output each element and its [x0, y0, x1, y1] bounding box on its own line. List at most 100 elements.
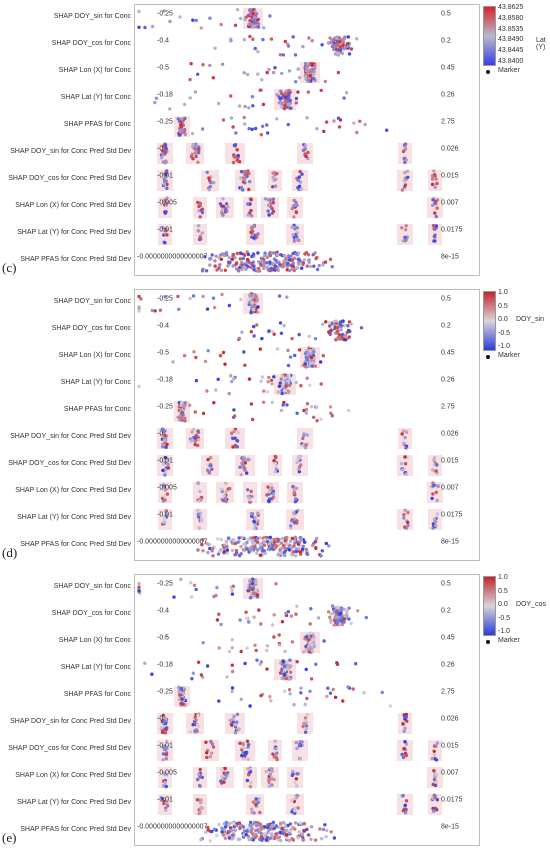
- scatter-point: [163, 781, 167, 785]
- scatter-point: [208, 754, 213, 759]
- scatter-point: [296, 457, 300, 461]
- scatter-point: [299, 537, 303, 541]
- scatter-point: [278, 53, 283, 57]
- scatter-point: [204, 830, 208, 834]
- scatter-point: [196, 72, 200, 77]
- scatter-point: [160, 797, 165, 801]
- row-right-tick: 0.026: [441, 716, 459, 723]
- scatter-point: [318, 827, 322, 831]
- scatter-point: [295, 604, 299, 608]
- scatter-point: [200, 269, 205, 273]
- scatter-point: [244, 610, 248, 614]
- scatter-point: [218, 263, 222, 267]
- scatter-point: [216, 537, 220, 541]
- scatter-point: [193, 90, 198, 94]
- row-right-tick: 0.015: [441, 743, 459, 750]
- scatter-point: [303, 716, 308, 720]
- scatter-point: [291, 35, 295, 39]
- scatter-point: [240, 461, 245, 465]
- scatter-point: [435, 798, 439, 802]
- scatter-point: [271, 836, 275, 840]
- scatter-point: [314, 405, 319, 409]
- scatter-point: [385, 128, 389, 132]
- scatter-point: [243, 363, 247, 367]
- scatter-point: [206, 349, 210, 353]
- scatter-point: [196, 777, 200, 782]
- scatter-point: [291, 233, 295, 237]
- row-left-tick: -0.0000000000000007: [137, 539, 208, 546]
- scatter-point: [248, 19, 252, 23]
- scatter-point: [336, 335, 341, 339]
- scatter-point: [271, 251, 276, 255]
- scatter-point: [281, 53, 286, 57]
- scatter-point: [259, 133, 263, 137]
- scatter-point: [234, 131, 238, 135]
- scatter-point: [282, 546, 287, 550]
- scatter-point: [290, 264, 294, 268]
- scatter-point: [181, 691, 186, 696]
- scatter-point: [286, 261, 290, 265]
- scatter-point: [194, 378, 199, 383]
- scatter-point: [405, 169, 410, 173]
- scatter-point: [280, 826, 285, 831]
- scatter-point: [301, 436, 305, 441]
- scatter-point: [270, 400, 274, 405]
- density-band: [287, 767, 303, 788]
- scatter-point: [161, 752, 166, 756]
- scatter-point: [229, 39, 233, 43]
- colorbar-tick: 43.8535: [498, 25, 524, 33]
- scatter-point: [401, 722, 405, 726]
- scatter-point: [178, 15, 182, 19]
- scatter-point: [137, 25, 141, 29]
- scatter-point: [288, 658, 292, 662]
- scatter-point: [281, 821, 285, 825]
- scatter-point: [195, 798, 199, 802]
- scatter-point: [351, 687, 355, 691]
- scatter-point: [164, 757, 169, 761]
- scatter-point: [336, 70, 341, 75]
- scatter-point: [271, 171, 275, 175]
- scatter-point: [258, 810, 262, 815]
- scatter-point: [356, 609, 360, 613]
- marker-icon: [486, 70, 490, 74]
- scatter-point: [341, 699, 345, 703]
- scatter-point: [293, 809, 297, 813]
- scatter-point: [314, 546, 318, 550]
- scatter-point: [263, 197, 268, 201]
- scatter-point: [434, 490, 438, 494]
- scatter-point: [298, 540, 302, 544]
- scatter-point: [301, 724, 305, 729]
- scatter-point: [311, 361, 315, 365]
- scatter-point: [432, 769, 436, 773]
- scatter-point: [267, 67, 271, 72]
- density-band: [292, 740, 308, 761]
- scatter-point: [256, 519, 260, 523]
- scatter-point: [404, 430, 408, 434]
- scatter-point: [229, 374, 233, 378]
- scatter-point: [193, 715, 197, 719]
- scatter-point: [212, 305, 217, 310]
- scatter-point: [319, 88, 323, 93]
- scatter-point: [154, 96, 159, 101]
- scatter-point: [272, 755, 276, 759]
- scatter-point: [311, 543, 315, 548]
- scatter-point: [210, 546, 215, 551]
- scatter-point: [403, 183, 408, 187]
- scatter-point: [206, 825, 210, 830]
- scatter-point: [224, 825, 228, 829]
- scatter-point: [309, 640, 313, 644]
- scatter-point: [230, 588, 234, 593]
- scatter-point: [293, 225, 297, 229]
- scatter-point: [250, 127, 254, 131]
- row-left-tick: -0.01: [157, 227, 173, 234]
- scatter-point: [293, 780, 297, 785]
- row-label: SHAP Lat (Y) for Conc Pred Std Dev: [17, 798, 131, 806]
- scatter-point: [272, 613, 276, 617]
- scatter-point: [266, 131, 270, 135]
- scatter-point: [230, 638, 234, 642]
- scatter-point: [223, 766, 227, 771]
- scatter-point: [403, 146, 408, 150]
- scatter-point: [406, 520, 410, 524]
- scatter-point: [323, 79, 328, 84]
- scatter-point: [243, 122, 247, 126]
